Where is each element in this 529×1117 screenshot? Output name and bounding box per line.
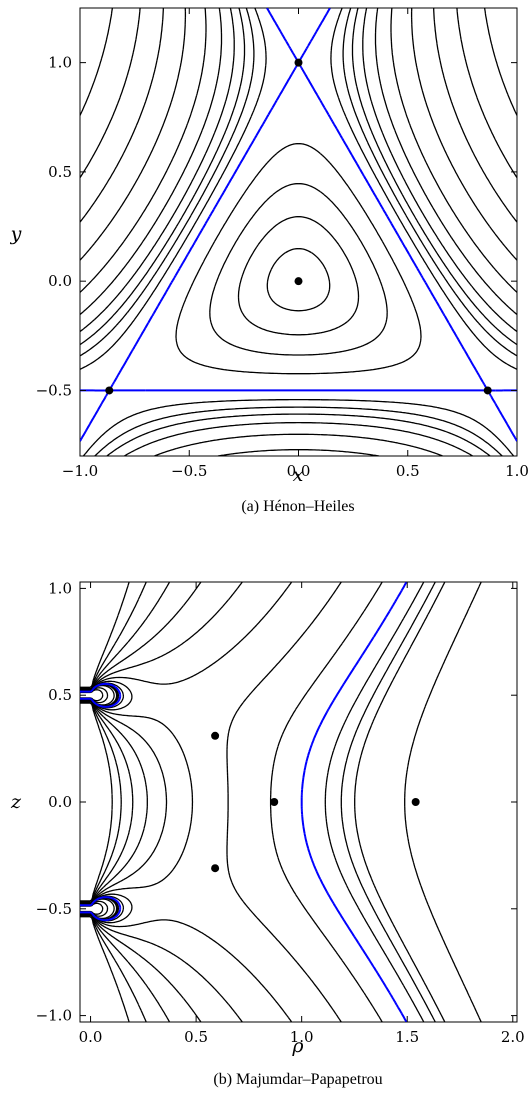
x-axis-label: x (293, 464, 304, 486)
y-tick-label: −1.0 (36, 1007, 72, 1025)
y-tick-label: 1.0 (48, 579, 72, 597)
critical-point (270, 798, 279, 806)
x-tick-label: 0.5 (396, 462, 420, 480)
x-tick-label: 1.0 (505, 462, 529, 480)
contour-line (80, 8, 517, 456)
contour-line (80, 8, 517, 456)
x-tick-label: −0.5 (171, 462, 207, 480)
contour-line (80, 8, 517, 456)
x-tick-label: 1.5 (395, 1028, 419, 1046)
y-tick-label: 0.5 (48, 686, 72, 704)
y-tick-label: 0.0 (48, 793, 72, 811)
critical-point (211, 864, 220, 873)
contour-line (80, 582, 202, 1022)
critical-point (211, 731, 220, 740)
caption-a: (a) Hénon–Heiles (241, 498, 354, 515)
critical-point (411, 798, 420, 806)
separatrix-a (80, 8, 517, 442)
ticks-b: 0.0 0.5 1.0 1.5 2.0 −1.0 −0.5 0.0 0.5 1.0 (36, 579, 525, 1046)
y-tick-label: 1.0 (48, 54, 72, 72)
contour-line (80, 8, 517, 456)
y-tick-label: 0.5 (48, 163, 72, 181)
plot-frame-b (79, 581, 518, 1023)
x-tick-label: 0.5 (184, 1028, 208, 1046)
contour-line (80, 582, 446, 1022)
x-tick-label: 0.0 (287, 462, 311, 480)
contour-line (80, 582, 147, 1022)
x-axis-label: ρ (291, 1035, 304, 1057)
contour-line (80, 582, 130, 1022)
x-tick-label: 2.0 (501, 1028, 525, 1046)
contour-line (80, 8, 517, 179)
critical-point (294, 58, 303, 67)
contour-line (80, 8, 517, 261)
contour-line (80, 582, 171, 1022)
contour-line (80, 8, 517, 223)
critical-points-a (105, 58, 492, 395)
contour-line (80, 8, 517, 456)
x-tick-label: 0.0 (79, 1028, 103, 1046)
y-tick-label: 0.0 (48, 272, 72, 290)
contour-line (80, 582, 243, 1022)
separatrix-line (80, 8, 517, 442)
plot-frame-a (79, 7, 518, 457)
contour-line (80, 582, 425, 1022)
x-tick-label: 1.0 (290, 1028, 314, 1046)
contour-line (175, 142, 422, 375)
critical-point (294, 277, 303, 286)
critical-points-b (211, 731, 420, 873)
y-tick-label: −0.5 (36, 900, 72, 918)
contour-line (80, 582, 436, 1022)
x-tick-label: −1.0 (62, 462, 98, 480)
critical-point (483, 386, 492, 395)
ticks-a: −1.0 −0.5 0.0 0.5 1.0 −0.5 0.0 0.5 1.0 (36, 8, 529, 480)
majumdar-papapetrou-panel: 0.0 0.5 1.0 1.5 2.0 −1.0 −0.5 0.0 0.5 1.0 ρ z (b)… (10, 579, 525, 1088)
contour-line (80, 8, 517, 456)
contour-line (209, 182, 388, 356)
critical-point (105, 386, 114, 395)
caption-b: (b) Majumdar–Papapetrou (213, 1071, 382, 1088)
separatrix-b (80, 582, 408, 1022)
contour-line (80, 8, 517, 116)
contours-b (80, 582, 482, 1022)
contours-a (80, 8, 517, 456)
y-axis-label: z (10, 791, 22, 813)
y-axis-label: y (10, 223, 22, 245)
contour-line (80, 582, 293, 1022)
henon-heiles-panel: −1.0 −0.5 0.0 0.5 1.0 −0.5 0.0 0.5 1.0 x y (a) H… (10, 7, 529, 515)
separatrix-line (80, 582, 408, 1022)
y-tick-label: −0.5 (36, 381, 72, 399)
contour-line (80, 582, 383, 1022)
contour-line (237, 216, 360, 336)
contour-line (266, 247, 331, 312)
